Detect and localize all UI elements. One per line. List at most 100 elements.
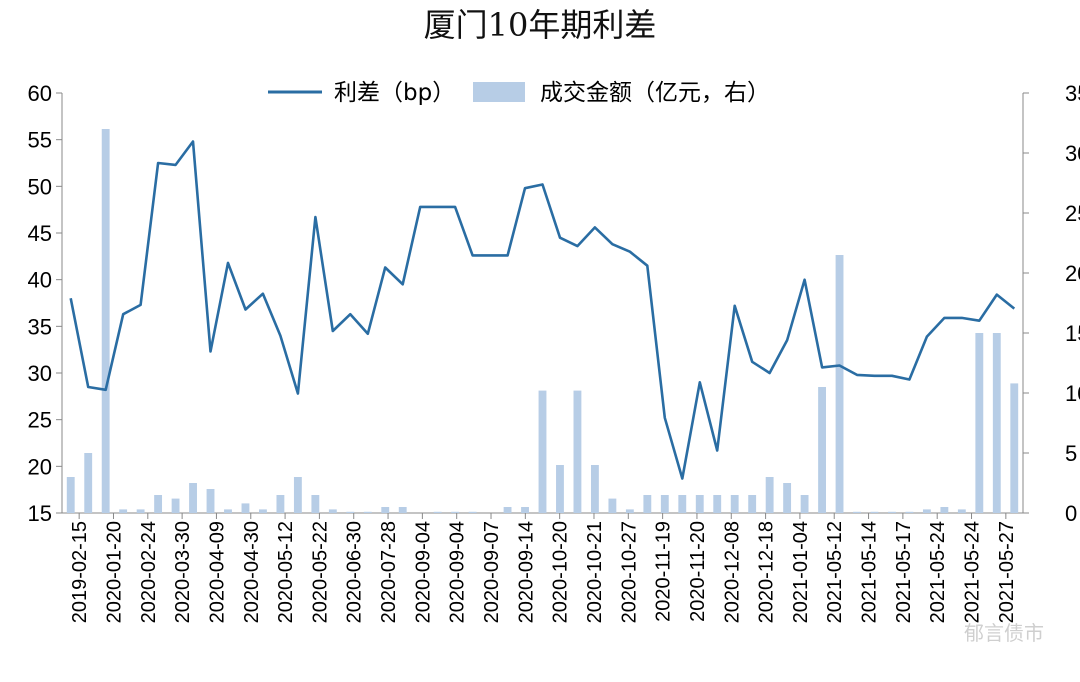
volume-bar: [853, 511, 861, 513]
volume-bar: [189, 483, 197, 513]
right-tick-label: 35: [1065, 81, 1080, 106]
volume-bar: [101, 129, 110, 513]
volume-bar: [992, 333, 1001, 513]
x-tick-label: 2021-05-24: [927, 521, 949, 623]
watermark: 郁言债市: [964, 621, 1044, 645]
x-tick-label: 2020-12-18: [756, 521, 778, 623]
x-tick-label: 2020-06-30: [344, 521, 366, 623]
volume-bar: [730, 495, 739, 513]
volume-bar: [678, 495, 687, 513]
volume-bar: [328, 509, 337, 513]
volume-bar: [398, 507, 407, 513]
volume-bar: [975, 333, 984, 513]
left-tick-label: 60: [28, 81, 52, 106]
volume-bar: [241, 503, 250, 513]
volume-bar: [783, 483, 792, 513]
volume-bar: [276, 495, 285, 513]
chart-title: 厦门10年期利差: [423, 6, 657, 44]
x-tick-label: 2020-07-28: [378, 521, 400, 623]
x-tick-label: 2020-10-27: [618, 521, 640, 623]
volume-bar: [818, 387, 826, 513]
x-tick-label: 2020-09-07: [481, 521, 503, 623]
left-tick-label: 55: [28, 128, 52, 153]
left-tick-label: 25: [28, 408, 52, 433]
volume-bar: [643, 495, 652, 513]
volume-bar: [433, 511, 442, 513]
volume-bar: [625, 509, 634, 513]
x-tick-label: 2021-05-27: [996, 521, 1018, 623]
x-tick-label: 2019-02-15: [69, 521, 91, 623]
volume-bar: [451, 511, 460, 513]
right-tick-label: 10: [1065, 381, 1080, 406]
volume-bar: [363, 511, 372, 513]
volume-bar: [503, 507, 512, 513]
volume-bar: [293, 477, 302, 513]
volume-bar: [224, 509, 232, 513]
volume-bar: [381, 507, 390, 513]
volume-bar: [748, 495, 757, 513]
right-tick-label: 5: [1065, 441, 1077, 466]
x-tick-label: 2020-02-24: [138, 521, 160, 623]
right-tick-label: 15: [1065, 321, 1080, 346]
right-tick-label: 30: [1065, 141, 1080, 166]
x-tick-label: 2020-04-09: [206, 521, 228, 623]
left-tick-label: 50: [28, 174, 52, 199]
x-tick-label: 2021-05-12: [824, 521, 846, 623]
volume-bar: [940, 507, 949, 513]
volume-bar: [84, 453, 93, 513]
left-tick-label: 20: [28, 454, 52, 479]
volume-bar: [713, 495, 722, 513]
x-tick-label: 2021-01-04: [790, 521, 812, 623]
volume-bar: [888, 511, 896, 513]
x-tick-label: 2020-09-14: [515, 521, 537, 623]
left-tick-label: 15: [28, 501, 52, 526]
volume-bar: [556, 465, 564, 513]
x-tick-label: 2021-05-14: [859, 521, 881, 623]
legend-label-spread: 利差（bp）: [334, 80, 455, 106]
volume-bar: [1010, 383, 1019, 513]
volume-bar: [346, 511, 355, 513]
volume-bar: [154, 495, 163, 513]
left-tick-label: 35: [28, 314, 52, 339]
volume-bar: [957, 509, 966, 513]
spread-line: [69, 140, 1016, 480]
volume-bar: [590, 465, 599, 513]
volume-bar: [608, 498, 617, 513]
volume-bar: [206, 489, 215, 513]
left-tick-label: 40: [28, 268, 52, 293]
volume-bar: [311, 495, 320, 513]
x-tick-label: 2020-05-22: [309, 521, 331, 623]
volume-bar: [660, 495, 669, 513]
x-tick-label: 2020-11-19: [653, 521, 675, 622]
volume-bar: [136, 509, 145, 513]
x-tick-label: 2020-01-20: [103, 521, 125, 623]
legend-label-volume: 成交金额（亿元，右）: [540, 80, 770, 106]
volume-bar: [66, 477, 75, 513]
volume-bar: [905, 511, 914, 513]
volume-bar: [573, 390, 582, 513]
x-tick-label: 2021-05-24: [962, 521, 984, 623]
volume-bar: [765, 477, 774, 513]
x-tick-label: 2021-05-17: [893, 521, 915, 623]
x-tick-label: 2020-05-12: [275, 521, 297, 623]
right-tick-label: 25: [1065, 201, 1080, 226]
x-tick-label: 2020-04-30: [241, 521, 263, 623]
left-tick-label: 45: [28, 221, 52, 246]
x-tick-label: 2020-09-04: [412, 521, 434, 623]
volume-bar: [468, 511, 477, 513]
volume-bar: [171, 498, 180, 513]
volume-bar: [835, 255, 844, 513]
left-tick-label: 30: [28, 361, 52, 386]
volume-bar: [922, 509, 931, 513]
x-tick-label: 2020-09-04: [447, 521, 469, 623]
x-tick-label: 2020-12-08: [721, 521, 743, 623]
volume-bar: [695, 495, 704, 513]
x-tick-label: 2020-03-30: [172, 521, 194, 623]
right-tick-label: 20: [1065, 261, 1080, 286]
volume-bar: [119, 509, 128, 513]
volume-bar: [259, 509, 267, 513]
volume-bar: [800, 495, 809, 513]
legend-bar-swatch: [473, 82, 525, 102]
x-tick-label: 2020-10-21: [584, 521, 606, 623]
